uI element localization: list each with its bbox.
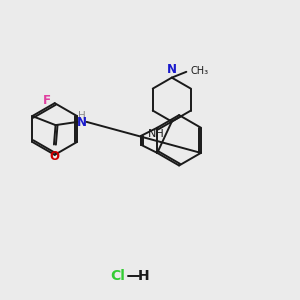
Text: N: N — [76, 116, 86, 129]
Text: CH₃: CH₃ — [190, 65, 208, 76]
Text: F: F — [43, 94, 51, 107]
Text: H: H — [138, 269, 149, 283]
Text: H: H — [77, 111, 85, 121]
Text: N: N — [167, 63, 177, 76]
Text: O: O — [49, 150, 59, 163]
Text: Cl: Cl — [110, 269, 125, 283]
Text: NH: NH — [148, 129, 165, 139]
